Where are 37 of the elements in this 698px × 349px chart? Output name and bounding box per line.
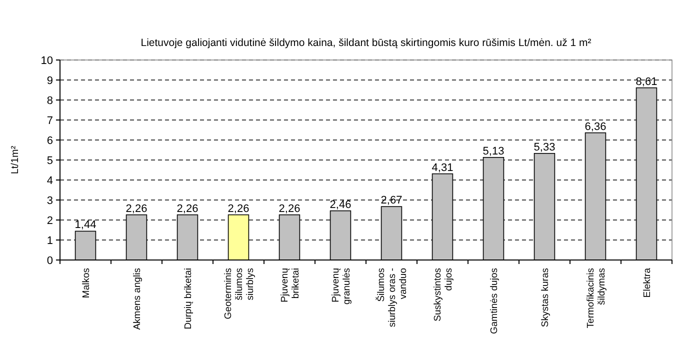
y-tick-label: 6 bbox=[46, 134, 53, 147]
data-label: 4,31 bbox=[432, 162, 454, 174]
x-tick-label: Šilumos siurblys oras - vanduo bbox=[374, 268, 409, 328]
y-tick-label: 1 bbox=[46, 234, 53, 247]
x-tick-label: Gamtinės dujos bbox=[488, 268, 500, 334]
data-label: 5,13 bbox=[482, 145, 504, 158]
x-tick-label: Akmens anglis bbox=[132, 268, 143, 330]
x-tick-label: Termofikacinis šildymas bbox=[585, 268, 608, 328]
x-tick-label: Elektra bbox=[642, 267, 653, 298]
x-tick-label: Pjuvenų briketai bbox=[279, 268, 302, 302]
y-tick-label: 8 bbox=[46, 94, 53, 107]
x-tick-label: Malkos bbox=[80, 268, 92, 298]
data-label: 2,67 bbox=[380, 194, 402, 207]
data-label: 2,26 bbox=[228, 202, 250, 215]
x-tick-label: Suskystintos dujos bbox=[432, 268, 454, 322]
y-tick-label: 7 bbox=[46, 114, 53, 127]
y-tick-label: 4 bbox=[46, 174, 53, 187]
data-label: 8,61 bbox=[636, 76, 658, 88]
data-label: 2,46 bbox=[330, 198, 352, 211]
x-tick-label: Pjuvenų granulės bbox=[330, 268, 352, 304]
y-tick-label: 10 bbox=[40, 54, 53, 67]
data-label: 6,36 bbox=[584, 120, 606, 133]
chart-title: Lietuvoje galiojanti vidutinė šildymo kaina, šildant būstą skirtingomis kuro rūšimis Lt/mėn. už 1 m² bbox=[140, 37, 592, 49]
data-label: 2,26 bbox=[126, 202, 148, 215]
y-axis-title: Lt/1m² bbox=[10, 145, 21, 174]
data-label: 2,26 bbox=[176, 202, 198, 215]
x-tick-label: Durpių briketai bbox=[182, 268, 194, 330]
y-tick-label: 9 bbox=[46, 74, 53, 87]
data-label: 5,33 bbox=[534, 141, 556, 154]
y-tick-label: 0 bbox=[46, 254, 53, 267]
y-tick-label: 5 bbox=[46, 154, 53, 167]
x-tick-label: Skystas kuras bbox=[540, 268, 551, 328]
y-tick-label: 2 bbox=[46, 214, 53, 227]
y-tick-label: 3 bbox=[46, 194, 53, 207]
x-tick-label: Geoterminis šilumos siurblys bbox=[222, 268, 256, 320]
data-label: 1,44 bbox=[74, 219, 96, 232]
data-label: 2,26 bbox=[278, 202, 300, 215]
